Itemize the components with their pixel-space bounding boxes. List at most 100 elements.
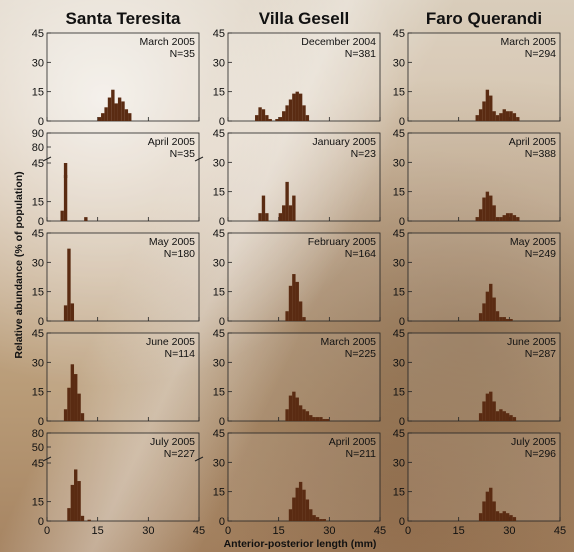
y-tick-label: 0 (219, 416, 225, 428)
histogram-bar (292, 93, 296, 121)
y-tick-label: 15 (32, 87, 44, 99)
histogram-bar (265, 213, 269, 221)
histogram-bar (124, 109, 129, 121)
histogram-bar (295, 397, 299, 421)
y-tick-label: 0 (399, 216, 405, 228)
x-tick-label: 0 (44, 525, 50, 537)
histogram-bar (478, 209, 483, 221)
y-tick-label: 30 (393, 457, 405, 469)
histogram-bar (288, 99, 293, 121)
panel-date-label: January 2005 (312, 136, 376, 148)
histogram-bar (315, 517, 320, 521)
panel-date-label: April 2005 (509, 136, 556, 148)
y-tick-label: 45 (213, 28, 225, 40)
histogram-bar (489, 95, 493, 121)
histogram-bar (282, 111, 286, 121)
histogram-bar (489, 283, 493, 321)
y-tick-label: 45 (393, 128, 405, 140)
histogram-bar (288, 509, 293, 521)
histogram-bar (302, 409, 306, 421)
x-tick-label: 30 (503, 525, 515, 537)
y-tick-label: 15 (32, 497, 44, 509)
histogram-bar (489, 391, 493, 421)
panel-n-label: N=211 (346, 448, 377, 460)
y-tick-label: 0 (38, 116, 44, 128)
histogram-bar (485, 393, 490, 421)
histogram-bar (495, 311, 500, 321)
histogram-bar (499, 113, 503, 121)
panel-date-label: May 2005 (510, 236, 556, 248)
histogram-bar (292, 195, 296, 221)
histogram-bar (325, 419, 330, 421)
y-tick-label: 30 (32, 257, 44, 269)
panel-n-label: N=164 (345, 248, 376, 260)
histogram-bar (104, 107, 108, 121)
y-tick-label: 15 (393, 387, 405, 399)
y-tick-label: 30 (393, 157, 405, 169)
x-axis-title: Anterior-posterior length (mm) (224, 538, 377, 550)
column-titles: Santa Teresita Villa Gesell Faro Querandi (66, 9, 543, 28)
histogram-bar (114, 103, 118, 121)
y-tick-label: 15 (393, 487, 405, 499)
y-tick-label: 0 (219, 516, 225, 528)
histogram-bar (101, 113, 105, 121)
y-tick-label: 90 (32, 128, 44, 140)
panel-date-label: December 2004 (301, 36, 376, 48)
panel-date-label: June 2005 (507, 336, 556, 348)
histogram-bar (288, 395, 293, 421)
panel-frame (46, 132, 200, 222)
histogram-bar (505, 111, 510, 121)
histogram-bar (312, 515, 316, 521)
histogram-bar (478, 413, 483, 421)
panel-date-label: May 2005 (149, 236, 195, 248)
y-tick-label: 45 (32, 28, 44, 40)
histogram-bar (475, 217, 479, 221)
y-tick-label: 0 (219, 116, 225, 128)
y-tick-label: 30 (393, 257, 405, 269)
histogram-bar (322, 419, 326, 421)
histogram-bar (512, 417, 517, 421)
histogram-bar (302, 105, 306, 121)
histogram-bar (502, 215, 506, 221)
y-tick-label: 45 (32, 158, 44, 170)
panel-date-label: March 2005 (321, 336, 377, 348)
histogram-bar (482, 501, 486, 521)
panel-n-label: N=388 (525, 148, 556, 160)
y-tick-label: 0 (38, 516, 44, 528)
histogram-bar (319, 519, 323, 521)
x-tick-label: 45 (193, 525, 205, 537)
histogram-bar (495, 511, 500, 521)
histogram-bar (74, 374, 78, 421)
y-tick-label: 50 (32, 442, 44, 454)
x-tick-label: 30 (142, 525, 154, 537)
panel-frame (227, 432, 381, 522)
histogram-bar (509, 515, 513, 521)
histogram-bar (305, 499, 310, 521)
panel-n-label: N=35 (170, 48, 196, 60)
y-tick-label: 15 (32, 287, 44, 299)
histogram-bar (77, 393, 81, 421)
histogram-bar (319, 417, 323, 421)
y-tick-label: 30 (213, 57, 225, 69)
x-tick-label: 15 (273, 525, 285, 537)
histogram-bar (285, 105, 289, 121)
histogram-bar (295, 487, 299, 521)
histogram-bar (512, 113, 517, 121)
panel-n-label: N=180 (164, 248, 195, 260)
histogram-bar (77, 481, 81, 521)
y-tick-label: 45 (213, 328, 225, 340)
column-title: Faro Querandi (426, 9, 542, 28)
histogram-bar (255, 115, 259, 121)
y-tick-label: 15 (213, 187, 225, 199)
y-tick-label: 15 (213, 287, 225, 299)
x-tick-label: 0 (225, 525, 231, 537)
histogram-bar (305, 411, 310, 421)
panel-date-label: April 2005 (148, 136, 195, 148)
histogram-bar (117, 97, 122, 121)
panel-n-label: N=296 (525, 448, 556, 460)
